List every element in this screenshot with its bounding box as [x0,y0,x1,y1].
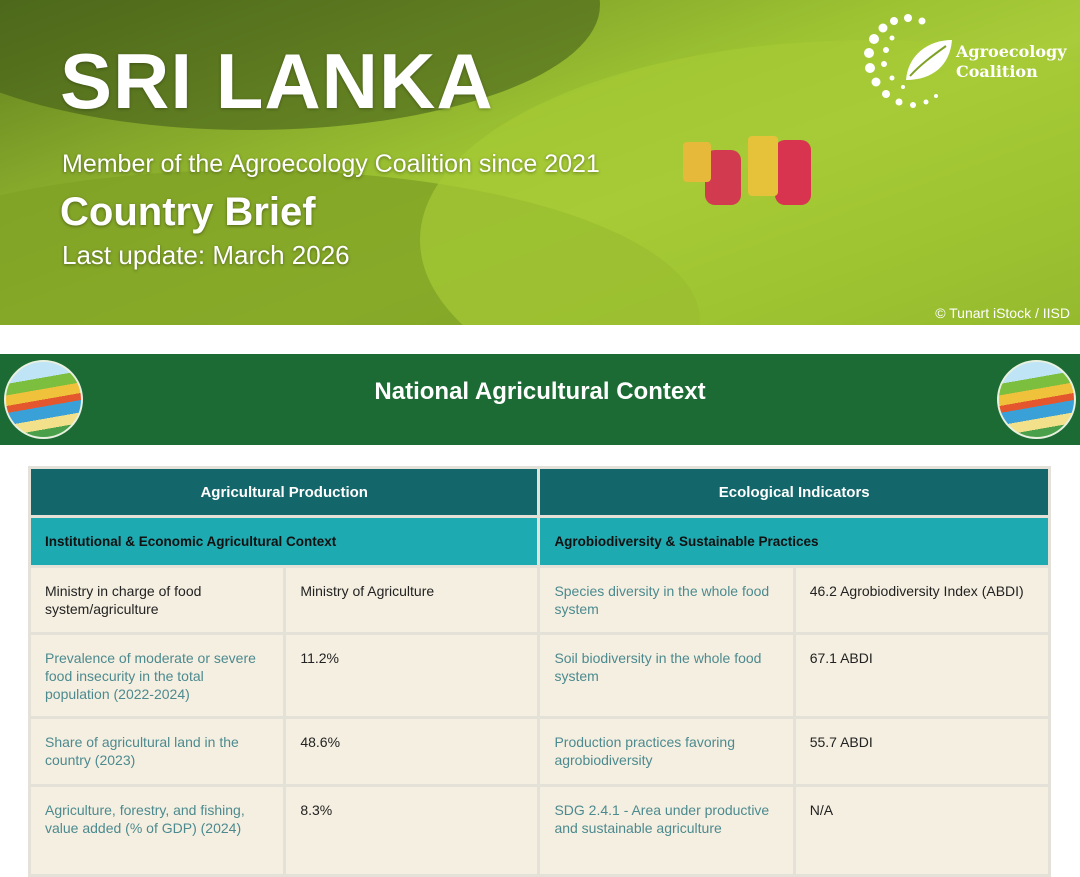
table-header-row: Agricultural Production Ecological Indic… [27,466,1051,518]
row-value: 46.2 Agrobiodiversity Index (ABDI) [792,565,1052,635]
logo-text-line1: Agroecology [956,42,1067,61]
last-update: Last update: March 2026 [62,240,350,270]
row-label: Prevalence of moderate or severe food in… [27,632,287,719]
table-row: Share of agricultural land in the countr… [27,716,1052,787]
hero-banner: SRI LANKA Member of the Agroecology Coal… [0,0,1080,325]
logo-text-line2: Coalition [956,62,1038,81]
table-subheader-row: Institutional & Economic Agricultural Co… [27,515,1051,568]
agroecology-coalition-logo: Agroecology Coalition [858,10,1070,115]
tea-basket [683,142,711,182]
logo-text: Agroecology Coalition [956,42,1067,82]
table-row: Ministry in charge of food system/agricu… [27,565,1052,635]
landscape-badge-icon [4,360,83,439]
row-value: 11.2% [283,632,541,719]
dotted-leaf-icon [864,14,952,108]
tea-picker-figure [775,140,811,205]
row-value: 48.6% [283,716,541,787]
row-value: N/A [792,784,1052,877]
tea-basket [748,136,778,196]
section-header-band: National Agricultural Context [0,354,1080,445]
subheader-agrobiodiversity: Agrobiodiversity & Sustainable Practices [537,515,1051,568]
membership-text: Member of the Agroecology Coalition sinc… [62,150,600,178]
row-label: SDG 2.4.1 - Area under productive and su… [537,784,796,877]
header-ecological-indicators: Ecological Indicators [537,466,1051,518]
row-label: Share of agricultural land in the countr… [27,716,287,787]
row-label: Species diversity in the whole food syst… [537,565,796,635]
row-value: 55.7 ABDI [792,716,1052,787]
row-label: Production practices favoring agrobiodiv… [537,716,796,787]
indicators-table: Agricultural Production Ecological Indic… [27,466,1052,877]
landscape-badge-icon [997,360,1076,439]
country-title: SRI LANKA [60,37,494,125]
row-label: Soil biodiversity in the whole food syst… [537,632,796,719]
row-value: 8.3% [283,784,541,877]
subheader-institutional-economic: Institutional & Economic Agricultural Co… [27,515,541,568]
table-row: Prevalence of moderate or severe food in… [27,632,1052,719]
section-title: National Agricultural Context [374,378,706,405]
document-type: Country Brief [60,190,316,234]
row-value: Ministry of Agriculture [283,565,541,635]
header-agricultural-production: Agricultural Production [27,466,541,518]
tea-picker-figure [705,150,741,205]
row-label: Ministry in charge of food system/agricu… [27,565,287,635]
photo-credit: © Tunart iStock / IISD [935,305,1070,321]
row-label: Agriculture, forestry, and fishing, valu… [27,784,287,877]
row-value: 67.1 ABDI [792,632,1052,719]
table-row: Agriculture, forestry, and fishing, valu… [27,784,1052,877]
